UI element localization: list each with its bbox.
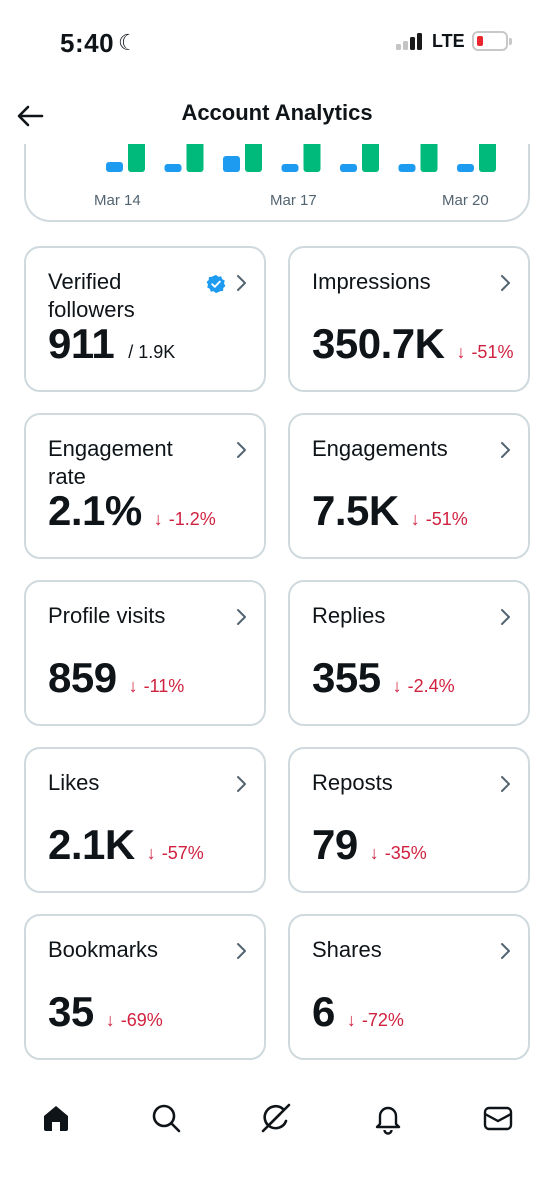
metric-change: ↓ -35%	[369, 843, 427, 863]
metric-change: ↓ -51%	[410, 509, 468, 529]
metric-value: 859	[48, 654, 117, 701]
metric-value: 350.7K	[312, 320, 445, 367]
metric-change: ↓ -51%	[456, 342, 514, 362]
metric-card-likes[interactable]: Likes 2.1K ↓ -57%	[24, 747, 266, 893]
metric-label: Reposts	[312, 770, 393, 795]
metric-value: 35	[48, 988, 94, 1035]
metric-label: Impressions	[312, 269, 431, 294]
bar-blue-5	[340, 164, 357, 172]
metric-total: / 1.9K	[128, 342, 176, 362]
metric-label: Replies	[312, 603, 386, 628]
chevron-right-icon	[501, 275, 510, 291]
down-arrow-icon: ↓	[392, 676, 402, 696]
page-title: Account Analytics	[181, 100, 373, 125]
metric-value: 6	[312, 988, 335, 1035]
metric-label: Engagements	[312, 436, 448, 461]
x-tick-label: Mar 17	[270, 192, 317, 209]
metric-value: 911	[48, 320, 115, 367]
chevron-right-icon	[237, 442, 246, 458]
down-arrow-icon: ↓	[146, 843, 156, 863]
grok-icon	[261, 1103, 291, 1133]
chevron-right-icon	[237, 275, 246, 291]
bar-blue-1	[106, 162, 123, 172]
metric-card-profile-visits[interactable]: Profile visits 859 ↓ -11%	[24, 580, 266, 726]
down-arrow-icon: ↓	[128, 676, 138, 696]
metric-card-shares[interactable]: Shares 6 ↓ -72%	[288, 914, 530, 1060]
nav-home[interactable]	[36, 1098, 76, 1138]
metric-value: 79	[312, 821, 358, 868]
moon-icon: ☾	[118, 30, 139, 55]
bar-blue-7	[457, 164, 474, 172]
metric-change: ↓ -2.4%	[392, 676, 455, 696]
down-arrow-icon: ↓	[153, 509, 163, 529]
back-arrow-icon[interactable]	[14, 100, 46, 132]
signal-icon	[396, 32, 424, 50]
chevron-right-icon	[501, 943, 510, 959]
verified-badge-icon	[206, 274, 226, 294]
nav-grok[interactable]	[256, 1098, 296, 1138]
metric-card-engagement-rate[interactable]: Engagement rate 2.1% ↓ -1.2%	[24, 413, 266, 559]
network-label: LTE	[432, 31, 465, 51]
chevron-right-icon	[501, 442, 510, 458]
metric-value: 2.1K	[48, 821, 135, 868]
x-tick-label: Mar 14	[94, 192, 141, 209]
notifications-icon	[375, 1106, 401, 1135]
metric-change: ↓ -1.2%	[153, 509, 216, 529]
chevron-right-icon	[501, 776, 510, 792]
metric-label: Shares	[312, 937, 382, 962]
battery-icon	[472, 31, 512, 51]
metric-value: 2.1%	[48, 487, 142, 534]
bar-blue-6	[398, 164, 416, 172]
chevron-right-icon	[237, 776, 246, 792]
metric-change: ↓ -11%	[128, 676, 185, 696]
header-background	[0, 88, 554, 144]
header: Account Analytics	[0, 88, 554, 144]
down-arrow-icon: ↓	[369, 843, 379, 863]
chevron-right-icon	[237, 943, 246, 959]
status-bar: 5:40 ☾ LTE	[0, 0, 554, 80]
metric-card-engagements[interactable]: Engagements 7.5K ↓ -51%	[288, 413, 530, 559]
down-arrow-icon: ↓	[456, 342, 466, 362]
nav-notifications[interactable]	[368, 1098, 408, 1138]
down-arrow-icon: ↓	[410, 509, 420, 529]
down-arrow-icon: ↓	[346, 1010, 356, 1030]
home-icon	[44, 1106, 68, 1131]
chevron-right-icon	[501, 609, 510, 625]
metric-card-impressions[interactable]: Impressions 350.7K ↓ -51%	[288, 246, 530, 392]
bar-blue-2	[164, 164, 182, 172]
nav-messages[interactable]	[478, 1098, 518, 1138]
metric-card-bookmarks[interactable]: Bookmarks 35 ↓ -69%	[24, 914, 266, 1060]
metric-label: Engagement rate	[48, 436, 173, 489]
x-tick-label: Mar 20	[442, 192, 489, 209]
down-arrow-icon: ↓	[105, 1010, 115, 1030]
metric-change: ↓ -72%	[346, 1010, 404, 1030]
metric-change: ↓ -69%	[105, 1010, 163, 1030]
nav-search[interactable]	[146, 1098, 186, 1138]
bar-blue-3	[223, 156, 240, 172]
chevron-right-icon	[237, 609, 246, 625]
search-icon	[152, 1104, 181, 1133]
metric-label: Profile visits	[48, 603, 166, 628]
metric-label: Verified followers	[48, 269, 135, 322]
metric-label: Bookmarks	[48, 937, 159, 962]
metric-value: 355	[312, 654, 381, 701]
metric-card-replies[interactable]: Replies 355 ↓ -2.4%	[288, 580, 530, 726]
bottom-nav	[0, 1080, 554, 1200]
messages-icon	[483, 1106, 513, 1131]
metric-label: Likes	[48, 770, 100, 795]
metric-card-verified-followers[interactable]: Verified followers 911 / 1.9K	[24, 246, 266, 392]
status-time: 5:40 ☾	[60, 28, 139, 58]
bar-blue-4	[281, 164, 299, 172]
metric-card-reposts[interactable]: Reposts 79 ↓ -35%	[288, 747, 530, 893]
metric-change: ↓ -57%	[146, 843, 204, 863]
metric-value: 7.5K	[312, 487, 399, 534]
